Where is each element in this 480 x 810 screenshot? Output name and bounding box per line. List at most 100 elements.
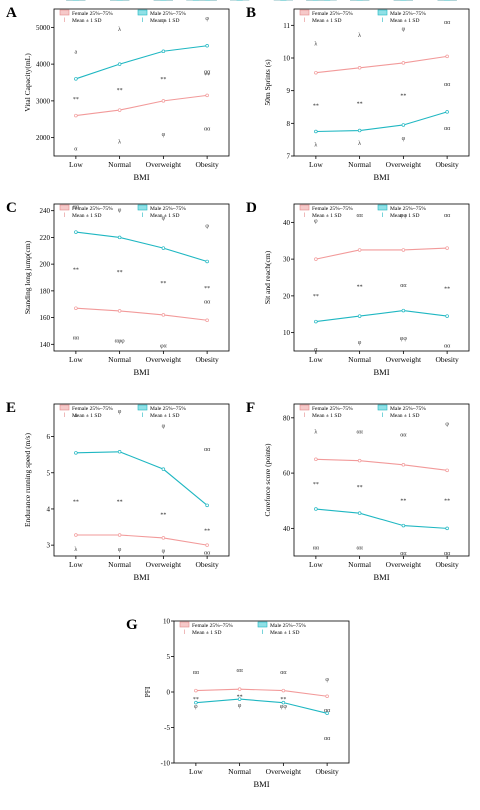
- mean-point: [314, 319, 318, 324]
- legend-female-swatch: [179, 621, 190, 628]
- x-tick-label: Low: [69, 355, 83, 364]
- mean-point: [401, 61, 406, 65]
- mean-point: [117, 533, 122, 537]
- annotation-label: **: [193, 697, 199, 703]
- mean-line: [75, 307, 208, 321]
- annotation-label: αα: [204, 126, 211, 132]
- mean-point: [117, 108, 122, 112]
- legend-female-swatch: [59, 204, 70, 211]
- y-tick-label: 5: [47, 469, 51, 477]
- y-tick-label: 8: [287, 120, 291, 128]
- annotation-label: αα: [324, 736, 331, 742]
- plot-frame: [53, 403, 230, 557]
- annotation-label: φ: [325, 677, 329, 683]
- panel-a: A 2000 3000 4000 5000 Low Normal Overweight Obes…: [6, 0, 230, 182]
- annotation-label: φ: [118, 207, 122, 213]
- mean-point: [314, 129, 318, 134]
- annotation-label: φ: [445, 421, 449, 427]
- mean-point: [161, 313, 166, 317]
- mean-point: [161, 536, 166, 540]
- annotation-label: αα: [324, 708, 331, 714]
- x-tick-label: Obesity: [195, 355, 219, 364]
- annotation-label: **: [204, 286, 210, 292]
- mean-line: [75, 534, 208, 546]
- mean-point: [205, 503, 209, 508]
- annotation-label: αα: [444, 343, 451, 349]
- legend-male-swatch: [377, 204, 388, 211]
- annotation-label: αα: [280, 670, 287, 676]
- annotation-label: λ: [74, 547, 77, 553]
- legend-female-swatch: [299, 204, 310, 211]
- panel-letter: G: [126, 617, 138, 633]
- panel-d: D 10 20 30 40 Low Normal Overweight Obesity BMI Si…: [246, 0, 470, 377]
- legend-female-label: Female 25%~75%: [312, 406, 353, 412]
- annotation-label: αα: [444, 20, 451, 26]
- y-axis-label: Sit and reach(cm): [263, 250, 272, 304]
- mean-line: [75, 451, 208, 506]
- legend: Female 25%~75% Male 25%~75%Mean ± 1 SD Mea…: [179, 621, 306, 636]
- x-tick-label: Low: [309, 560, 323, 569]
- mean-point: [194, 688, 198, 693]
- y-tick-label: 40: [283, 525, 291, 533]
- legend-female-swatch: [299, 404, 310, 411]
- y-tick-label: 7: [287, 153, 291, 161]
- annotation-label: **: [160, 281, 166, 287]
- annotation-label: αα: [356, 213, 363, 219]
- mean-point: [205, 259, 209, 264]
- mean-point: [161, 99, 166, 103]
- plot-frame: [173, 620, 350, 764]
- annotation-label: αα: [444, 126, 451, 132]
- legend-female-label: Female 25%~75%: [72, 206, 113, 212]
- mean-line: [195, 698, 328, 714]
- annotation-label: **: [117, 270, 123, 276]
- annotation-label: αα: [444, 213, 451, 219]
- x-axis-label: BMI: [373, 367, 389, 377]
- legend-female-mean-label: Mean ± 1 SD: [312, 18, 341, 24]
- x-tick-label: Obesity: [195, 160, 219, 169]
- legend-female-mean-label: Mean ± 1 SD: [312, 413, 341, 419]
- mean-line: [315, 310, 448, 323]
- annotation-label: **: [160, 77, 166, 83]
- annotation-label: αα: [313, 546, 320, 552]
- y-tick-label: 60: [283, 470, 291, 478]
- x-axis-label: BMI: [133, 572, 149, 582]
- legend-female-label: Female 25%~75%: [312, 206, 353, 212]
- series-female: [186, 0, 337, 699]
- y-tick-label: 10: [163, 618, 171, 626]
- y-tick-label: 0: [167, 689, 171, 697]
- series-male: [306, 0, 457, 324]
- annotation-label: αα: [204, 69, 211, 75]
- y-axis-label: Coreforce score (points): [263, 443, 272, 516]
- mean-line: [195, 688, 328, 697]
- mean-point: [117, 235, 122, 240]
- x-tick-label: Normal: [108, 160, 131, 169]
- x-axis-label: BMI: [133, 172, 149, 182]
- annotation-label: αα: [73, 336, 80, 342]
- annotation-label: φ: [162, 132, 166, 138]
- mean-point: [325, 711, 329, 716]
- legend-female-swatch: [59, 9, 70, 16]
- annotation-label: αα: [400, 283, 407, 289]
- y-tick-label: 3: [47, 542, 51, 550]
- mean-line: [75, 45, 208, 80]
- annotation-label: φφ: [400, 336, 407, 342]
- annotation-label: λ: [358, 33, 361, 39]
- y-axis-label: PFI: [143, 686, 152, 697]
- annotation-label: α: [314, 347, 318, 353]
- x-tick-label: Normal: [108, 560, 131, 569]
- x-tick-label: Overweight: [146, 355, 182, 364]
- annotations: ** ** ** αα λ λ φ αα λ λ φ αα: [313, 20, 451, 149]
- mean-point: [314, 257, 318, 261]
- mean-point: [281, 688, 286, 693]
- mean-point: [74, 230, 78, 234]
- annotations: ** ** ** ** a λ φ φ α λ φ αα αα: [73, 16, 211, 152]
- annotation-label: **: [357, 485, 363, 491]
- x-tick-label: Normal: [348, 560, 371, 569]
- annotation-label: **: [313, 103, 319, 109]
- annotation-label: φα: [160, 344, 167, 350]
- annotations: ** ** ** ** a φ φ αα λ φ φ αα: [73, 409, 211, 556]
- mean-point: [161, 467, 166, 471]
- annotation-label: αα: [204, 447, 211, 453]
